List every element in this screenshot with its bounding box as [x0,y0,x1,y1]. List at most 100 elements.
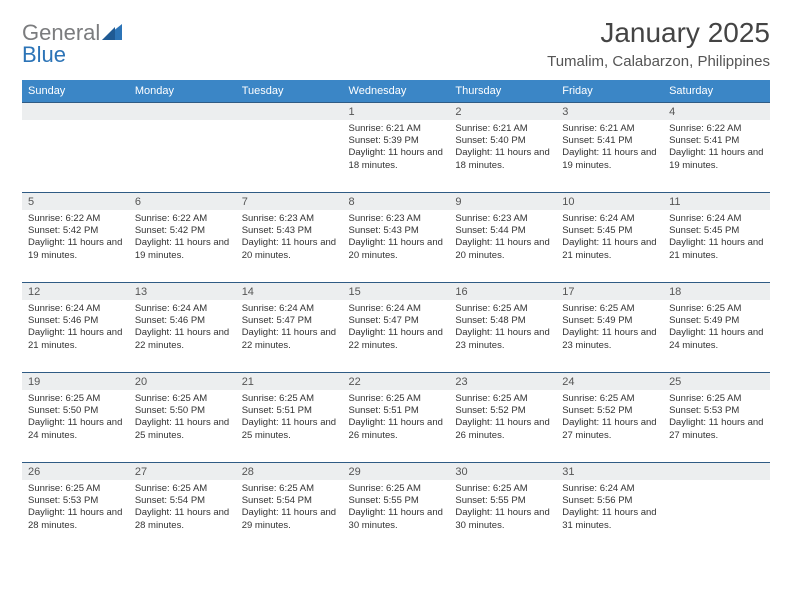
calendar-cell [663,462,770,552]
cell-body: Sunrise: 6:22 AMSunset: 5:42 PMDaylight:… [22,210,129,266]
date-bar: 19 [22,372,129,390]
sunrise-text: Sunrise: 6:25 AM [242,483,337,495]
calendar-cell [236,102,343,192]
daylight-text: Daylight: 11 hours and 28 minutes. [135,507,230,532]
calendar-cell: 29Sunrise: 6:25 AMSunset: 5:55 PMDayligh… [343,462,450,552]
sunset-text: Sunset: 5:42 PM [28,225,123,237]
calendar-cell: 14Sunrise: 6:24 AMSunset: 5:47 PMDayligh… [236,282,343,372]
calendar-cell: 15Sunrise: 6:24 AMSunset: 5:47 PMDayligh… [343,282,450,372]
sunset-text: Sunset: 5:46 PM [28,315,123,327]
sunrise-text: Sunrise: 6:25 AM [135,393,230,405]
cell-body: Sunrise: 6:24 AMSunset: 5:46 PMDaylight:… [22,300,129,356]
sunset-text: Sunset: 5:50 PM [28,405,123,417]
sunrise-text: Sunrise: 6:25 AM [135,483,230,495]
calendar-cell: 10Sunrise: 6:24 AMSunset: 5:45 PMDayligh… [556,192,663,282]
sunset-text: Sunset: 5:54 PM [135,495,230,507]
dayname-header: Friday [556,80,663,102]
date-bar: 17 [556,282,663,300]
sunset-text: Sunset: 5:54 PM [242,495,337,507]
date-bar: 9 [449,192,556,210]
sunrise-text: Sunrise: 6:24 AM [562,213,657,225]
sunrise-text: Sunrise: 6:23 AM [242,213,337,225]
cell-body: Sunrise: 6:23 AMSunset: 5:43 PMDaylight:… [343,210,450,266]
dayname-row: SundayMondayTuesdayWednesdayThursdayFrid… [22,80,770,102]
calendar-cell [129,102,236,192]
calendar-cell: 24Sunrise: 6:25 AMSunset: 5:52 PMDayligh… [556,372,663,462]
date-bar [663,462,770,480]
calendar-cell: 16Sunrise: 6:25 AMSunset: 5:48 PMDayligh… [449,282,556,372]
cell-body: Sunrise: 6:25 AMSunset: 5:54 PMDaylight:… [236,480,343,536]
daylight-text: Daylight: 11 hours and 24 minutes. [669,327,764,352]
calendar-week: 1Sunrise: 6:21 AMSunset: 5:39 PMDaylight… [22,102,770,192]
calendar-cell: 18Sunrise: 6:25 AMSunset: 5:49 PMDayligh… [663,282,770,372]
date-bar [129,102,236,120]
sunrise-text: Sunrise: 6:25 AM [455,303,550,315]
calendar-cell: 9Sunrise: 6:23 AMSunset: 5:44 PMDaylight… [449,192,556,282]
cell-body: Sunrise: 6:25 AMSunset: 5:50 PMDaylight:… [22,390,129,446]
sunrise-text: Sunrise: 6:25 AM [28,393,123,405]
calendar-cell: 4Sunrise: 6:22 AMSunset: 5:41 PMDaylight… [663,102,770,192]
cell-body: Sunrise: 6:25 AMSunset: 5:55 PMDaylight:… [449,480,556,536]
daylight-text: Daylight: 11 hours and 26 minutes. [455,417,550,442]
date-bar: 31 [556,462,663,480]
sunset-text: Sunset: 5:55 PM [455,495,550,507]
sunrise-text: Sunrise: 6:25 AM [455,483,550,495]
sunset-text: Sunset: 5:48 PM [455,315,550,327]
daylight-text: Daylight: 11 hours and 21 minutes. [562,237,657,262]
sunset-text: Sunset: 5:47 PM [349,315,444,327]
logo-word-blue: Blue [22,42,66,67]
cell-body: Sunrise: 6:21 AMSunset: 5:40 PMDaylight:… [449,120,556,176]
calendar-week: 19Sunrise: 6:25 AMSunset: 5:50 PMDayligh… [22,372,770,462]
daylight-text: Daylight: 11 hours and 30 minutes. [455,507,550,532]
calendar-cell [22,102,129,192]
calendar-week: 5Sunrise: 6:22 AMSunset: 5:42 PMDaylight… [22,192,770,282]
date-bar [236,102,343,120]
cell-body: Sunrise: 6:22 AMSunset: 5:41 PMDaylight:… [663,120,770,176]
date-bar [22,102,129,120]
cell-body: Sunrise: 6:25 AMSunset: 5:52 PMDaylight:… [556,390,663,446]
calendar-cell: 21Sunrise: 6:25 AMSunset: 5:51 PMDayligh… [236,372,343,462]
daylight-text: Daylight: 11 hours and 19 minutes. [669,147,764,172]
date-bar: 21 [236,372,343,390]
daylight-text: Daylight: 11 hours and 21 minutes. [669,237,764,262]
sunrise-text: Sunrise: 6:22 AM [28,213,123,225]
calendar-cell: 11Sunrise: 6:24 AMSunset: 5:45 PMDayligh… [663,192,770,282]
sunrise-text: Sunrise: 6:24 AM [349,303,444,315]
date-bar: 5 [22,192,129,210]
date-bar: 1 [343,102,450,120]
cell-body: Sunrise: 6:25 AMSunset: 5:48 PMDaylight:… [449,300,556,356]
date-bar: 30 [449,462,556,480]
calendar-body: 1Sunrise: 6:21 AMSunset: 5:39 PMDaylight… [22,102,770,552]
date-bar: 22 [343,372,450,390]
date-bar: 27 [129,462,236,480]
sunset-text: Sunset: 5:47 PM [242,315,337,327]
date-bar: 16 [449,282,556,300]
calendar-week: 26Sunrise: 6:25 AMSunset: 5:53 PMDayligh… [22,462,770,552]
month-title: January 2025 [547,18,770,49]
sunset-text: Sunset: 5:44 PM [455,225,550,237]
sunrise-text: Sunrise: 6:23 AM [455,213,550,225]
cell-body: Sunrise: 6:24 AMSunset: 5:56 PMDaylight:… [556,480,663,536]
calendar-cell: 23Sunrise: 6:25 AMSunset: 5:52 PMDayligh… [449,372,556,462]
sunrise-text: Sunrise: 6:22 AM [669,123,764,135]
daylight-text: Daylight: 11 hours and 21 minutes. [28,327,123,352]
calendar-cell: 20Sunrise: 6:25 AMSunset: 5:50 PMDayligh… [129,372,236,462]
cell-body: Sunrise: 6:25 AMSunset: 5:49 PMDaylight:… [556,300,663,356]
sunrise-text: Sunrise: 6:25 AM [669,393,764,405]
daylight-text: Daylight: 11 hours and 19 minutes. [135,237,230,262]
date-bar: 3 [556,102,663,120]
sunrise-text: Sunrise: 6:24 AM [242,303,337,315]
calendar-cell: 30Sunrise: 6:25 AMSunset: 5:55 PMDayligh… [449,462,556,552]
cell-body: Sunrise: 6:25 AMSunset: 5:50 PMDaylight:… [129,390,236,446]
cell-body: Sunrise: 6:25 AMSunset: 5:53 PMDaylight:… [22,480,129,536]
sunrise-text: Sunrise: 6:25 AM [242,393,337,405]
date-bar: 15 [343,282,450,300]
sunset-text: Sunset: 5:43 PM [349,225,444,237]
cell-body: Sunrise: 6:24 AMSunset: 5:45 PMDaylight:… [663,210,770,266]
date-bar: 12 [22,282,129,300]
cell-body: Sunrise: 6:24 AMSunset: 5:47 PMDaylight:… [343,300,450,356]
date-bar: 13 [129,282,236,300]
date-bar: 24 [556,372,663,390]
sunrise-text: Sunrise: 6:24 AM [135,303,230,315]
date-bar: 29 [343,462,450,480]
